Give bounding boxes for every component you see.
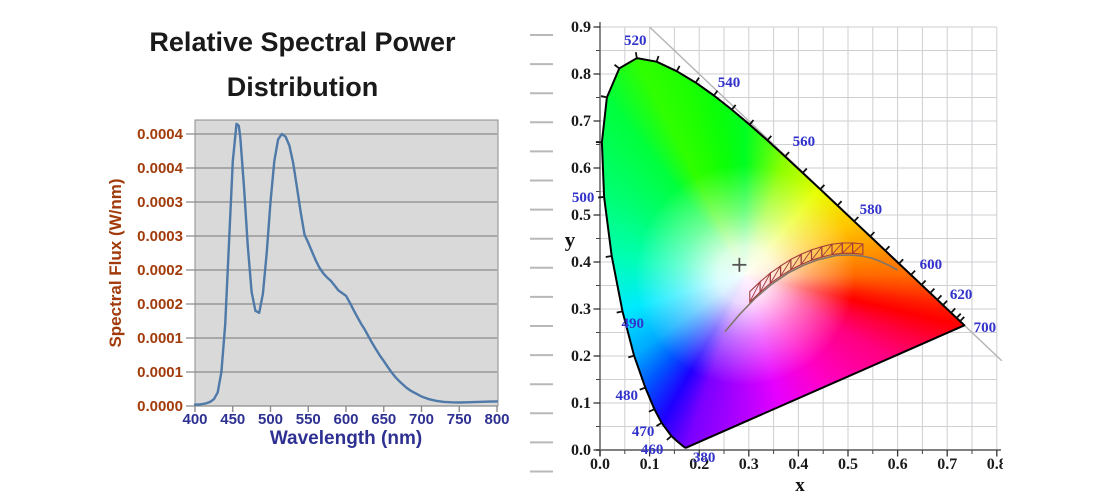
svg-text:0.0004: 0.0004 bbox=[137, 160, 184, 177]
svg-text:0.3: 0.3 bbox=[739, 456, 759, 473]
svg-text:500: 500 bbox=[572, 190, 595, 206]
svg-text:0.2: 0.2 bbox=[689, 456, 709, 473]
svg-text:650: 650 bbox=[371, 411, 396, 428]
svg-text:0.4: 0.4 bbox=[571, 254, 591, 271]
svg-text:480: 480 bbox=[616, 388, 639, 404]
svg-text:0.0003: 0.0003 bbox=[137, 228, 183, 245]
cie-y-axis-title: y bbox=[564, 227, 576, 252]
svg-text:450: 450 bbox=[220, 411, 245, 428]
left-chart-title: Relative Spectral Power Distribution bbox=[100, 20, 505, 110]
svg-text:460: 460 bbox=[641, 442, 664, 458]
cie-binning-band bbox=[749, 242, 864, 304]
left-series-line bbox=[193, 122, 499, 406]
svg-text:620: 620 bbox=[950, 287, 973, 303]
cie-wavelength-labels: 520 540 560 580 600 620 700 500 490 480 470 460 380 bbox=[572, 33, 996, 466]
svg-text:380: 380 bbox=[693, 450, 716, 466]
svg-text:750: 750 bbox=[447, 411, 472, 428]
svg-text:0.5: 0.5 bbox=[838, 456, 858, 473]
left-chart-y-axis-title: Spectral Flux (W/nm) bbox=[106, 178, 125, 348]
svg-text:0.6: 0.6 bbox=[571, 160, 591, 177]
svg-text:0.0001: 0.0001 bbox=[137, 364, 183, 381]
svg-text:0.0001: 0.0001 bbox=[137, 330, 183, 347]
cie-x-axis-title: x bbox=[795, 475, 805, 496]
cie-planckian-locus bbox=[724, 254, 898, 333]
svg-text:0.8: 0.8 bbox=[571, 66, 591, 83]
svg-text:800: 800 bbox=[484, 411, 509, 428]
svg-text:0.7: 0.7 bbox=[937, 456, 957, 473]
svg-text:0.0003: 0.0003 bbox=[137, 194, 183, 211]
image-crop-cover bbox=[1003, 0, 1100, 496]
svg-text:0.2: 0.2 bbox=[571, 348, 591, 365]
cie-locus-ticks bbox=[595, 52, 965, 441]
svg-text:0.7: 0.7 bbox=[571, 113, 591, 130]
cie-locus-outline bbox=[600, 57, 966, 449]
svg-text:0.0: 0.0 bbox=[590, 456, 610, 473]
svg-text:0.6: 0.6 bbox=[888, 456, 908, 473]
svg-text:0.3: 0.3 bbox=[571, 301, 591, 318]
svg-text:540: 540 bbox=[718, 75, 741, 91]
svg-text:600: 600 bbox=[920, 257, 943, 273]
left-chart-title-line1: Relative Spectral Power bbox=[149, 27, 456, 57]
svg-text:500: 500 bbox=[258, 411, 283, 428]
svg-text:0.1: 0.1 bbox=[571, 395, 591, 412]
svg-text:550: 550 bbox=[296, 411, 321, 428]
svg-text:0.0004: 0.0004 bbox=[137, 126, 184, 143]
svg-text:0.0000: 0.0000 bbox=[137, 398, 183, 415]
svg-text:0.5: 0.5 bbox=[571, 207, 591, 224]
svg-text:0.1: 0.1 bbox=[640, 456, 660, 473]
left-chart: 0.0004 0.0004 0.0003 0.0003 0.0002 0.0002 0.00… bbox=[137, 119, 510, 428]
svg-text:0.0002: 0.0002 bbox=[137, 262, 183, 279]
left-chart-title-line2: Distribution bbox=[226, 72, 379, 102]
svg-text:700: 700 bbox=[974, 320, 997, 336]
cie-axes: 0.0 0.1 0.2 0.3 0.4 0.5 0.6 0.7 0.8 0.0 0.1 0.2 0.3 0… bbox=[571, 19, 1007, 473]
svg-text:0.4: 0.4 bbox=[788, 456, 808, 473]
left-chart-x-axis-title: Wavelength (nm) bbox=[269, 428, 423, 449]
svg-text:0.0002: 0.0002 bbox=[137, 296, 183, 313]
svg-text:0.8: 0.8 bbox=[987, 456, 1007, 473]
left-gridlines bbox=[186, 133, 497, 407]
svg-text:580: 580 bbox=[860, 202, 883, 218]
svg-text:400: 400 bbox=[182, 411, 207, 428]
svg-text:0.9: 0.9 bbox=[571, 19, 591, 36]
svg-text:700: 700 bbox=[409, 411, 434, 428]
svg-text:470: 470 bbox=[632, 424, 655, 440]
svg-text:560: 560 bbox=[793, 134, 816, 150]
left-margin-dashes bbox=[530, 34, 553, 473]
svg-text:600: 600 bbox=[333, 411, 358, 428]
cie-white-point-cross bbox=[732, 257, 747, 272]
svg-text:0.0: 0.0 bbox=[571, 442, 591, 459]
svg-text:490: 490 bbox=[621, 316, 644, 332]
left-y-tick-labels: 0.0004 0.0004 0.0003 0.0003 0.0002 0.0002 0.00… bbox=[137, 126, 184, 415]
left-x-axis: 400 450 500 550 600 650 700 750 800 bbox=[182, 406, 510, 428]
svg-text:520: 520 bbox=[624, 33, 647, 49]
